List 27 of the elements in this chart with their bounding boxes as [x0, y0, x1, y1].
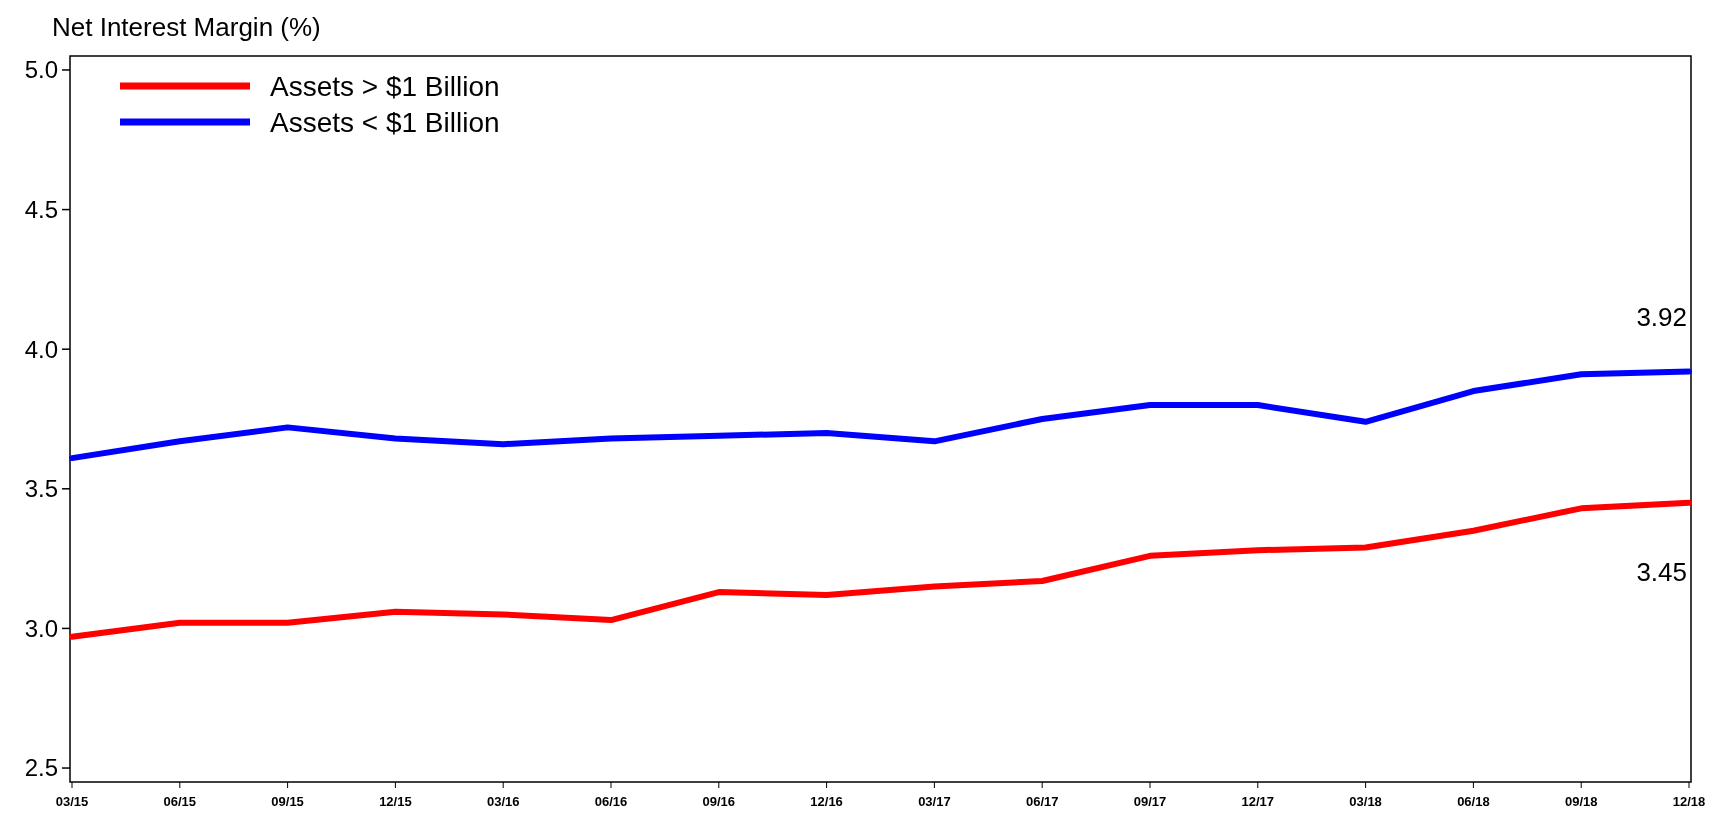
y-tick-label: 5.0 — [24, 56, 58, 84]
x-tick-label: 12/16 — [810, 794, 843, 809]
x-tick-label: 06/16 — [594, 794, 628, 809]
x-tick-label: 06/17 — [1025, 794, 1059, 809]
y-tick-label: 4.0 — [24, 335, 58, 363]
x-tick-label: 03/17 — [918, 794, 951, 809]
x-tick-label: 12/15 — [379, 794, 412, 809]
annotation: 3.45 — [1636, 556, 1687, 587]
x-tick-label: 03/16 — [486, 794, 520, 809]
x-tick-label: 09/16 — [702, 794, 736, 809]
x-tick-label: 06/18 — [1457, 794, 1490, 809]
x-tick-label: 06/15 — [163, 794, 197, 809]
y-tick-label: 4.5 — [24, 195, 58, 223]
legend-label: Assets < $1 Billion — [270, 106, 500, 138]
x-tick-label: 12/17 — [1241, 794, 1275, 809]
x-tick-label: 03/18 — [1349, 794, 1382, 809]
annotation: 3.92 — [1636, 301, 1687, 332]
y-tick-label: 2.5 — [24, 754, 58, 782]
chart-title: Net Interest Margin (%) — [52, 12, 321, 42]
x-tick-label: 09/17 — [1133, 794, 1167, 809]
x-tick-label: 09/18 — [1564, 794, 1598, 809]
y-tick-label: 3.5 — [24, 475, 58, 503]
x-tick-label: 03/15 — [55, 794, 89, 809]
x-tick-label: 09/15 — [271, 794, 304, 809]
legend-label: Assets > $1 Billion — [270, 70, 500, 102]
x-tick-label: 12/18 — [1672, 794, 1706, 809]
y-tick-label: 3.0 — [24, 614, 58, 642]
